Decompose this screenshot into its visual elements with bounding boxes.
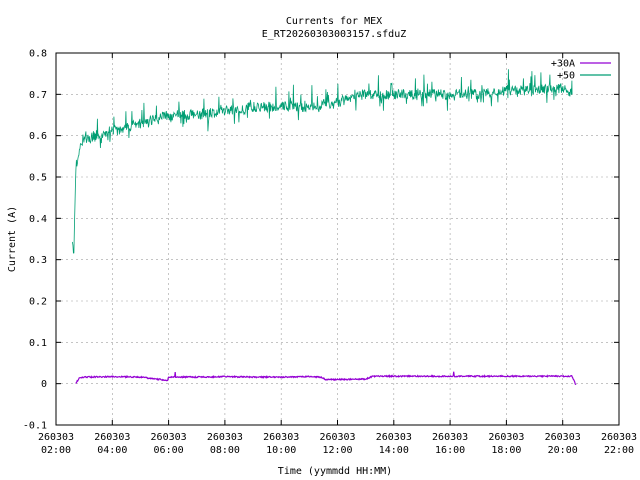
y-tick-label: 0.4 [29, 214, 47, 225]
series-line-30a [76, 372, 576, 385]
x-tick-date: 260303 [545, 432, 581, 443]
grid [56, 53, 619, 425]
y-tick-label: 0 [41, 379, 47, 390]
y-tick-label: 0.2 [29, 297, 47, 308]
y-tick-label: 0.8 [29, 49, 47, 60]
chart-subtitle: E_RT20260303003157.sfduZ [262, 29, 407, 40]
legend-label: +50 [557, 71, 575, 82]
y-axis-label: Current (A) [7, 206, 18, 272]
x-tick-date: 260303 [376, 432, 412, 443]
legend: +30A+50 [551, 59, 611, 82]
y-tick-label: 0.5 [29, 173, 47, 184]
y-tick-label: 0.6 [29, 131, 47, 142]
x-tick-date: 260303 [38, 432, 74, 443]
x-tick-time: 04:00 [97, 445, 127, 456]
x-tick-time: 22:00 [604, 445, 634, 456]
x-tick-time: 06:00 [154, 445, 184, 456]
x-tick-date: 260303 [94, 432, 130, 443]
x-axis-label: Time (yymmdd HH:MM) [278, 466, 392, 477]
x-tick-date: 260303 [151, 432, 187, 443]
y-tick-label: 0.7 [29, 90, 47, 101]
plot-series [72, 69, 575, 385]
x-tick-time: 20:00 [548, 445, 578, 456]
x-tick-date: 260303 [601, 432, 637, 443]
y-tick-label: 0.1 [29, 338, 47, 349]
y-tick-label: -0.1 [23, 421, 47, 432]
x-tick-date: 260303 [319, 432, 355, 443]
legend-label: +30A [551, 59, 575, 70]
x-tick-time: 18:00 [491, 445, 521, 456]
x-tick-date: 260303 [432, 432, 468, 443]
series-line-50 [72, 69, 572, 253]
x-tick-time: 08:00 [210, 445, 240, 456]
chart-title: Currents for MEX [286, 16, 382, 27]
x-tick-time: 12:00 [322, 445, 352, 456]
x-tick-time: 16:00 [435, 445, 465, 456]
y-tick-label: 0.3 [29, 255, 47, 266]
x-tick-time: 10:00 [266, 445, 296, 456]
x-tick-date: 260303 [488, 432, 524, 443]
x-tick-time: 14:00 [379, 445, 409, 456]
x-tick-date: 260303 [263, 432, 299, 443]
x-tick-time: 02:00 [41, 445, 71, 456]
x-tick-date: 260303 [207, 432, 243, 443]
